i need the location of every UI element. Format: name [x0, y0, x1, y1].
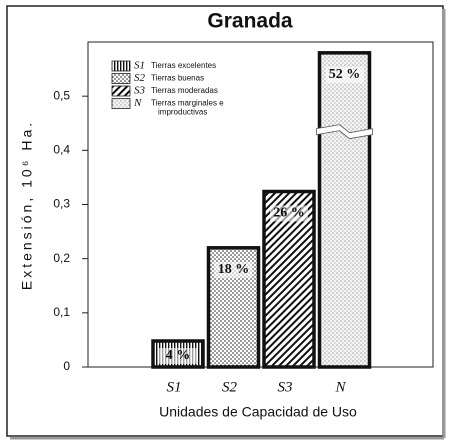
y-tick-label: 0,4	[53, 143, 70, 157]
legend-symbol: N	[133, 97, 142, 109]
label-bg	[270, 205, 308, 222]
x-tick-label: N	[334, 379, 346, 395]
x-tick-label: S1	[167, 379, 182, 395]
legend-symbol: S3	[134, 85, 146, 97]
legend-swatch	[111, 85, 131, 97]
legend-symbol: S1	[134, 60, 145, 72]
legend-swatch	[111, 73, 131, 84]
legend-swatch	[111, 60, 131, 72]
legend-label: Tierras marginales e improductivas	[151, 99, 224, 117]
legend-label: Tierras buenas	[151, 74, 204, 83]
y-tick-label: 0	[63, 359, 70, 373]
legend-symbol: S2	[134, 72, 146, 84]
data-label: 4 %	[166, 348, 191, 363]
y-tick-label: 0,5	[53, 88, 70, 102]
label-bg	[214, 261, 253, 278]
bar	[317, 51, 372, 369]
data-label: 52 %	[329, 67, 361, 82]
chart-title: Granada	[207, 10, 293, 33]
label-bg	[159, 348, 197, 364]
legend-label: Tierras moderadas	[151, 86, 218, 95]
y-axis-label: Extensión, 10⁶ Ha.	[19, 120, 35, 290]
y-tick-label: 0,3	[53, 197, 70, 211]
frame	[6, 5, 444, 437]
legend-label: Tierras excelentes	[151, 61, 216, 70]
legend-swatch	[111, 98, 131, 109]
x-tick-label: S3	[278, 379, 293, 395]
x-axis-label: Unidades de Capacidad de Uso	[159, 404, 357, 420]
x-tick-label: S2	[222, 379, 238, 395]
axis-break	[316, 124, 373, 140]
data-label: 26 %	[273, 206, 305, 221]
data-label: 18 %	[218, 262, 250, 277]
y-tick-label: 0,1	[53, 305, 70, 319]
label-bg	[325, 66, 364, 83]
y-tick-label: 0,2	[53, 251, 70, 265]
